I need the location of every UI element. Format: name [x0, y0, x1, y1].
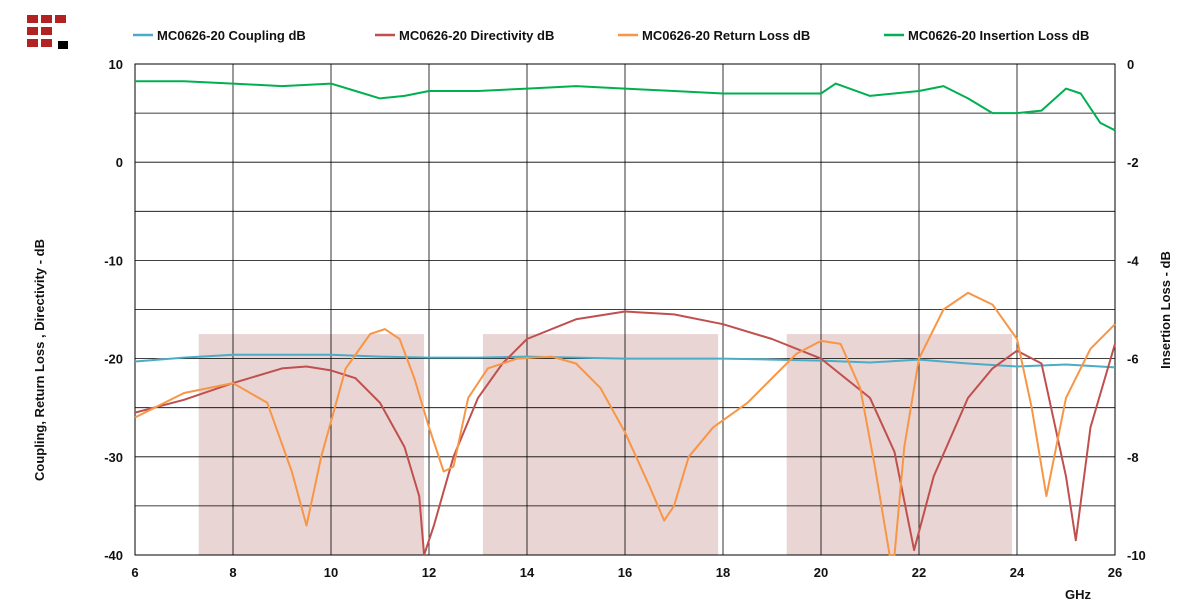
- series-layer: [134, 80, 1116, 556]
- shaded-band-0: [198, 334, 425, 555]
- y-axis-left-label: Coupling, Return Loss , Directivity - dB: [32, 239, 47, 481]
- x-axis-label: GHz: [1065, 587, 1092, 602]
- y-right-tick-label: -6: [1127, 352, 1139, 367]
- legend-label: MC0626-20 Insertion Loss dB: [908, 28, 1089, 43]
- x-tick-label: 6: [131, 565, 138, 580]
- tick-labels: 6 8 10 12 14 16 18 20 22 24 26 10 0 -10 -20 -30 -40 0 -2 -4…: [104, 57, 1146, 580]
- shaded-band-2: [786, 334, 1013, 555]
- y-left-tick-label: -20: [104, 352, 123, 367]
- x-tick-label: 16: [618, 565, 632, 580]
- x-tick-label: 24: [1010, 565, 1025, 580]
- y-right-tick-label: 0: [1127, 57, 1134, 72]
- y-right-tick-label: -8: [1127, 450, 1139, 465]
- x-tick-label: 8: [229, 565, 236, 580]
- coupling-series-line: [134, 353, 1116, 369]
- y-right-tick-label: -2: [1127, 155, 1139, 170]
- y-left-tick-label: 10: [109, 57, 123, 72]
- shaded-band-1: [482, 334, 719, 555]
- y-left-tick-label: -30: [104, 450, 123, 465]
- x-tick-label: 10: [324, 565, 338, 580]
- y-left-tick-label: 0: [116, 155, 123, 170]
- y-right-tick-label: -4: [1127, 253, 1139, 268]
- y-left-tick-label: -40: [104, 548, 123, 563]
- y-right-tick-label: -10: [1127, 548, 1146, 563]
- grid: [134, 63, 1116, 556]
- x-tick-label: 26: [1108, 565, 1122, 580]
- return-loss-series-line: [134, 291, 1116, 556]
- legend-label: MC0626-20 Return Loss dB: [642, 28, 810, 43]
- x-tick-label: 18: [716, 565, 730, 580]
- legend: MC0626-20 Coupling dB MC0626-20 Directivi…: [133, 28, 1089, 43]
- y-axis-right-label: Insertion Loss - dB: [1158, 251, 1173, 369]
- x-tick-label: 14: [520, 565, 535, 580]
- x-tick-label: 22: [912, 565, 926, 580]
- y-left-tick-label: -10: [104, 253, 123, 268]
- company-logo-icon: [27, 15, 68, 49]
- insertion-loss-series-line: [135, 80, 1116, 132]
- x-tick-label: 20: [814, 565, 828, 580]
- legend-label: MC0626-20 Directivity dB: [399, 28, 554, 43]
- shaded-bands: [198, 334, 1013, 555]
- x-tick-label: 12: [422, 565, 436, 580]
- legend-label: MC0626-20 Coupling dB: [157, 28, 306, 43]
